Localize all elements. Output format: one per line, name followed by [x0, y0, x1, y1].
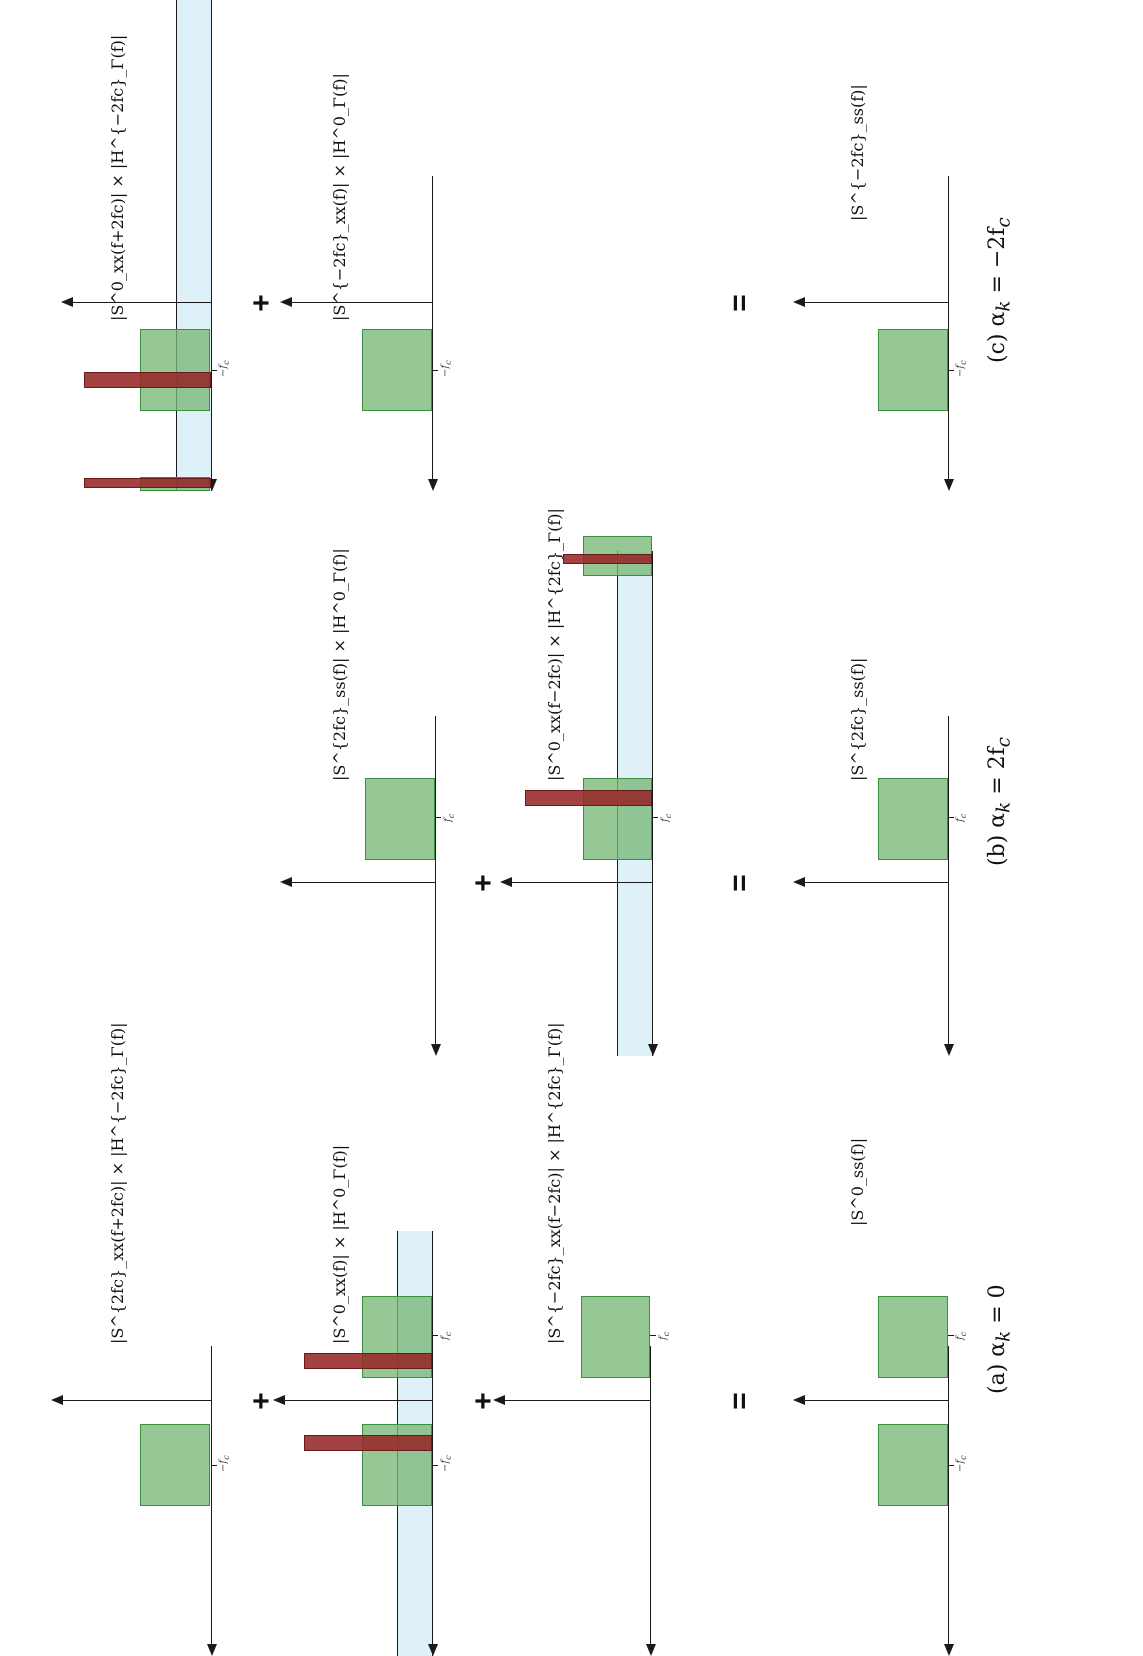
magnitude-axis — [512, 881, 652, 883]
equals-operator: = — [723, 874, 756, 892]
tick-pos-fc — [650, 1334, 656, 1336]
frequency-axis — [948, 176, 950, 481]
tick-neg-fc — [432, 1464, 438, 1466]
frequency-axis — [211, 1346, 213, 1646]
signal-spectrum-block — [140, 1424, 210, 1506]
equals-operator: = — [723, 294, 756, 312]
equals-operator: = — [723, 1392, 756, 1410]
interference-bar — [525, 790, 652, 806]
tick-label-pos-fc: fc — [955, 1331, 968, 1340]
magnitude-axis — [73, 301, 211, 303]
frequency-axis — [432, 1346, 434, 1646]
tick-label-pos-fc: fc — [440, 1331, 453, 1340]
panel-c: −fc |S^0_xx(f+2fc)| × |H^{−2fc}_Γ(f)| + … — [0, 0, 1143, 491]
signal-spectrum-block — [878, 1424, 948, 1506]
term-c2-label: |S^{−2fc}_xx(f)| × |H^0_Γ(f)| — [330, 73, 349, 321]
frequency-axis — [435, 716, 437, 1046]
tick-pos-fc — [435, 816, 441, 818]
plus-operator: + — [467, 874, 500, 892]
signal-spectrum-block — [878, 329, 948, 411]
tick-pos-fc — [652, 816, 658, 818]
tick-label-neg-fc: −fc — [440, 360, 453, 377]
filter-band — [176, 0, 212, 491]
magnitude-axis — [505, 1399, 650, 1401]
tick-label-pos-fc: fc — [658, 1331, 671, 1340]
tick-label-pos-fc: fc — [443, 813, 456, 822]
panel-a: −fc |S^{2fc}_xx(f+2fc)| × |H^{−2fc}_Γ(f)… — [0, 1022, 1143, 1656]
tick-label-neg-fc: −fc — [955, 1455, 968, 1472]
magnitude-axis — [805, 1399, 948, 1401]
result-a-label: |S^0_ss(f)| — [848, 1137, 867, 1226]
tick-label-neg-fc: −fc — [440, 1455, 453, 1472]
term-c1-label: |S^0_xx(f+2fc)| × |H^{−2fc}_Γ(f)| — [108, 34, 127, 321]
tick-label-pos-fc: fc — [660, 813, 673, 822]
signal-spectrum-block — [878, 1296, 948, 1378]
term-b1-label: |S^{2fc}_ss(f)| × |H^0_Γ(f)| — [330, 548, 349, 781]
magnitude-axis — [292, 301, 432, 303]
interference-bar — [304, 1353, 432, 1369]
tick-neg-fc — [211, 369, 217, 371]
tick-neg-fc — [948, 1464, 954, 1466]
frequency-axis — [652, 716, 654, 1046]
signal-spectrum-block — [362, 329, 432, 411]
result-c-label: |S^{−2fc}_ss(f)| — [848, 84, 867, 221]
tick-neg-fc — [948, 369, 954, 371]
caption-b: (b) αk = 2fc — [985, 736, 1015, 866]
interference-bar — [563, 554, 652, 564]
tick-label-pos-fc: fc — [955, 813, 968, 822]
signal-spectrum-block — [581, 1296, 650, 1378]
plus-operator: + — [245, 294, 278, 312]
frequency-axis — [211, 176, 213, 481]
magnitude-axis — [805, 301, 948, 303]
tick-pos-fc — [948, 816, 954, 818]
tick-pos-fc — [948, 1334, 954, 1336]
term-a3-label: |S^{−2fc}_xx(f−2fc)| × |H^{2fc}_Γ(f)| — [545, 1022, 564, 1344]
magnitude-axis — [285, 1399, 432, 1401]
magnitude-axis — [805, 881, 948, 883]
result-b-label: |S^{2fc}_ss(f)| — [848, 657, 867, 781]
frequency-axis — [432, 176, 434, 481]
interference-bar — [84, 478, 211, 488]
tick-pos-fc — [432, 1334, 438, 1336]
term-a2-label: |S^0_xx(f)| × |H^0_Γ(f)| — [330, 1144, 349, 1344]
interference-bar — [84, 372, 211, 388]
magnitude-axis — [292, 881, 435, 883]
term-b2-label: |S^0_xx(f−2fc)| × |H^{2fc}_Γ(f)| — [545, 508, 564, 781]
signal-spectrum-block — [140, 329, 210, 411]
caption-c: (c) αk = −2fc — [985, 217, 1015, 363]
tick-label-neg-fc: −fc — [218, 1455, 231, 1472]
signal-spectrum-block — [878, 778, 948, 860]
frequency-axis — [948, 716, 950, 1046]
tick-label-neg-fc: −fc — [218, 360, 231, 377]
frequency-axis — [948, 1346, 950, 1646]
tick-neg-fc — [432, 369, 438, 371]
magnitude-axis — [63, 1399, 211, 1401]
panel-b: fc |S^{2fc}_ss(f)| × |H^0_Γ(f)| + fc |S^… — [0, 508, 1143, 1056]
signal-spectrum-block — [365, 778, 435, 860]
tick-neg-fc — [211, 1464, 217, 1466]
interference-bar — [304, 1435, 432, 1451]
term-a1-label: |S^{2fc}_xx(f+2fc)| × |H^{−2fc}_Γ(f)| — [108, 1022, 127, 1344]
tick-label-neg-fc: −fc — [955, 360, 968, 377]
caption-a: (a) αk = 0 — [985, 1284, 1015, 1394]
frequency-axis — [650, 1346, 652, 1646]
